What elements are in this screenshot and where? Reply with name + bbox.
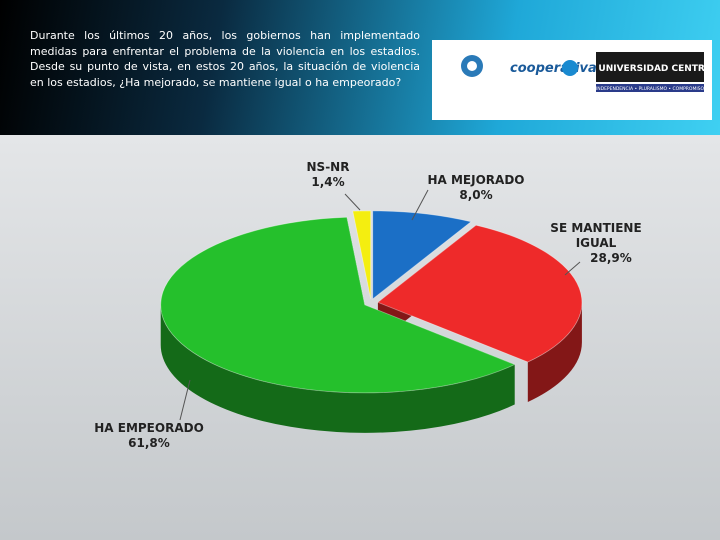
leader-line xyxy=(179,379,191,421)
slice-side xyxy=(527,302,582,403)
logos: cooperativa UNIVERSIDAD CENTRAL INDEPEND… xyxy=(432,40,718,120)
logo-art: cooperativa UNIVERSIDAD CENTRAL INDEPEND… xyxy=(461,52,718,92)
slice-label: SE MANTIENE IGUAL 28,9% xyxy=(548,221,644,266)
logo-icon xyxy=(467,61,477,71)
value-label: 61,8% xyxy=(128,436,170,450)
slice-label: HA EMPEORADO 61,8% xyxy=(90,421,208,451)
slice-label: NS-NR 1,4% xyxy=(290,160,366,190)
question: Durante los últimos 20 años, los gobiern… xyxy=(30,29,420,89)
value-label: 28,9% xyxy=(590,251,632,265)
slice-side xyxy=(160,304,515,433)
slice-label: HA MEJORADO 8,0% xyxy=(420,173,532,203)
logo-icon xyxy=(562,60,578,76)
category-label: SE MANTIENE IGUAL xyxy=(550,221,642,250)
slice xyxy=(372,210,472,300)
university-logo: UNIVERSIDAD CENTRAL xyxy=(598,64,712,74)
category-label: HA MEJORADO xyxy=(427,173,525,187)
leader-line xyxy=(344,193,361,211)
value-label: 1,4% xyxy=(311,175,345,189)
value-label: 8,0% xyxy=(459,188,493,202)
motto: INDEPENDENCIA • PLURALISMO • COMPROMISO xyxy=(596,86,705,92)
motto-box xyxy=(596,84,704,92)
leader-line xyxy=(564,261,581,276)
pie xyxy=(160,210,583,433)
slice xyxy=(352,210,372,299)
university-box xyxy=(596,52,704,82)
slice xyxy=(377,224,583,363)
slice xyxy=(160,216,516,394)
category-label: HA EMPEORADO xyxy=(94,421,204,435)
category-label: NS-NR xyxy=(306,160,350,174)
leader-line xyxy=(411,189,429,221)
